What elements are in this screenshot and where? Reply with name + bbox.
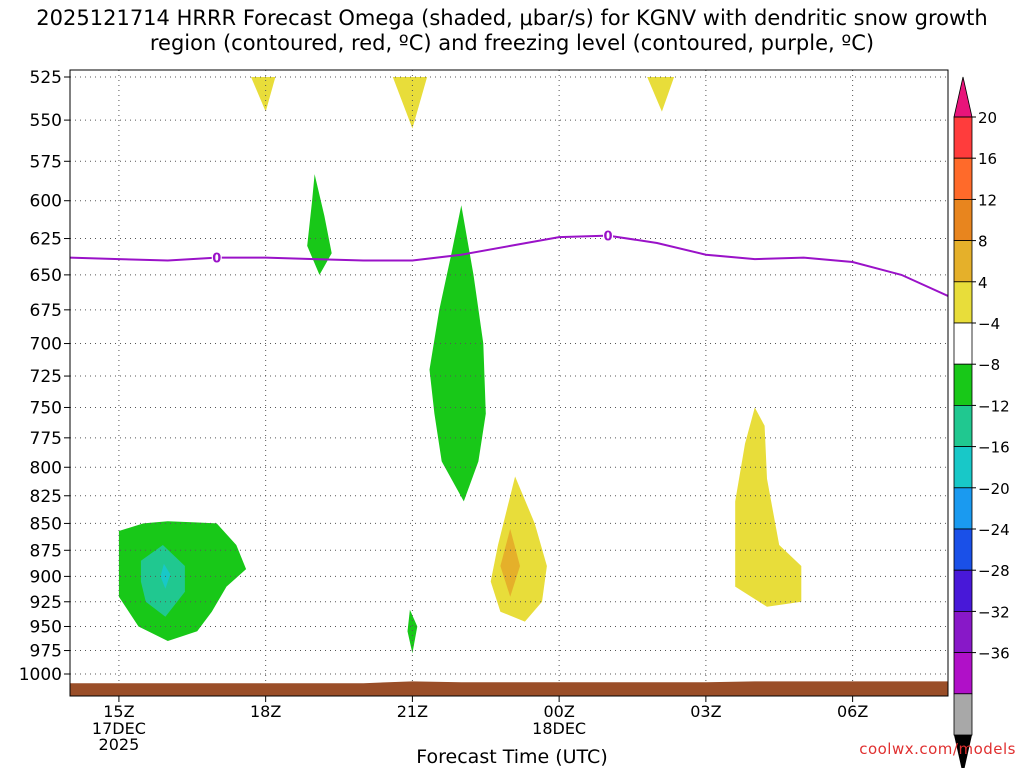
colorbar-label: −36 <box>978 645 1010 663</box>
y-tick-label: 650 <box>30 266 62 286</box>
y-tick-label: 900 <box>30 567 62 587</box>
colorbar-segment <box>953 693 973 736</box>
colorbar-label: −28 <box>978 562 1010 580</box>
y-tick-label: 850 <box>30 514 62 534</box>
y-tick-label: 925 <box>30 593 62 613</box>
plot-layer: 00 <box>70 70 948 696</box>
terrain-fill <box>70 681 948 696</box>
x-date-label: 2025 <box>99 735 140 754</box>
y-tick-label: 575 <box>30 152 62 172</box>
colorbar-segment <box>953 652 973 695</box>
descent-core-4 <box>500 528 520 597</box>
colorbar-label: −8 <box>978 356 1000 374</box>
y-tick-label: 825 <box>30 487 62 507</box>
colorbar-segment <box>953 487 973 530</box>
x-tick-label: 00Z <box>543 702 574 721</box>
colorbar-segment <box>953 281 973 324</box>
colorbar-segment <box>953 528 973 571</box>
freezing-level-label-bg <box>211 250 222 264</box>
x-tick-label: 06Z <box>837 702 868 721</box>
y-tick-label: 775 <box>30 429 62 449</box>
plot-frame <box>69 69 949 697</box>
colorbar-label: 20 <box>978 109 997 127</box>
y-tick-label: 975 <box>30 642 62 662</box>
colorbar-segment <box>953 322 973 365</box>
ascent-area-3 <box>429 205 486 502</box>
colorbar-label: −4 <box>978 315 1000 333</box>
y-tick-label: 600 <box>30 192 62 212</box>
chart-title: 2025121714 HRRR Forecast Omega (shaded, … <box>36 6 988 55</box>
y-tick-label: 625 <box>30 230 62 250</box>
y-tick-label: 750 <box>30 398 62 418</box>
colorbar-label: −12 <box>978 397 1010 415</box>
colorbar-label: −24 <box>978 521 1010 539</box>
colorbar-segment <box>953 363 973 406</box>
colorbar-segment <box>953 446 973 489</box>
colorbar-label: 8 <box>978 233 988 251</box>
descent-area-2 <box>392 77 428 129</box>
colorbar-top-arrow <box>954 77 972 117</box>
colorbar-bottom-arrow <box>954 735 972 768</box>
ascent-area-2 <box>307 174 332 275</box>
y-tick-label: 525 <box>30 68 62 88</box>
y-tick-label: 800 <box>30 458 62 478</box>
x-axis-label: Forecast Time (UTC) <box>416 746 608 768</box>
colorbar-label: −32 <box>978 603 1010 621</box>
y-tick-label: 875 <box>30 541 62 561</box>
colorbar-segment <box>953 569 973 612</box>
y-tick-label: 700 <box>30 335 62 355</box>
colorbar-label: −16 <box>978 439 1010 457</box>
freezing-level-label-bg <box>603 228 614 242</box>
y-tick-label: 550 <box>30 111 62 131</box>
colorbar-label: −20 <box>978 480 1010 498</box>
credit-text: coolwx.com/models <box>859 740 1016 758</box>
x-tick-label: 15Z <box>103 702 134 721</box>
y-tick-label: 675 <box>30 301 62 321</box>
x-tick-label: 03Z <box>690 702 721 721</box>
colorbar-segment <box>953 240 973 283</box>
descent-area-3 <box>647 77 675 112</box>
x-tick-label: 21Z <box>397 702 428 721</box>
descent-area-4 <box>490 476 547 622</box>
colorbar-segment <box>953 116 973 159</box>
ascent-area-4 <box>407 609 418 654</box>
descent-area-1 <box>251 77 276 112</box>
colorbar-segment <box>953 198 973 241</box>
x-date-label: 18DEC <box>532 719 586 738</box>
colorbar-label: 16 <box>978 150 997 168</box>
colorbar-segment <box>953 157 973 200</box>
descent-area-5 <box>735 407 802 607</box>
colorbar-top-arrow-outline <box>953 76 973 118</box>
y-tick-label: 725 <box>30 367 62 387</box>
colorbar-label: 12 <box>978 191 997 209</box>
freezing-level-label: 0 <box>604 230 613 245</box>
colorbar-segment <box>953 611 973 654</box>
y-tick-label: 950 <box>30 617 62 637</box>
freezing-level-label: 0 <box>212 252 221 267</box>
colorbar-label: 4 <box>978 274 988 292</box>
x-tick-label: 18Z <box>250 702 281 721</box>
colorbar-segment <box>953 404 973 447</box>
y-tick-label: 1000 <box>19 665 62 685</box>
x-date-label: 17DEC <box>92 719 146 738</box>
